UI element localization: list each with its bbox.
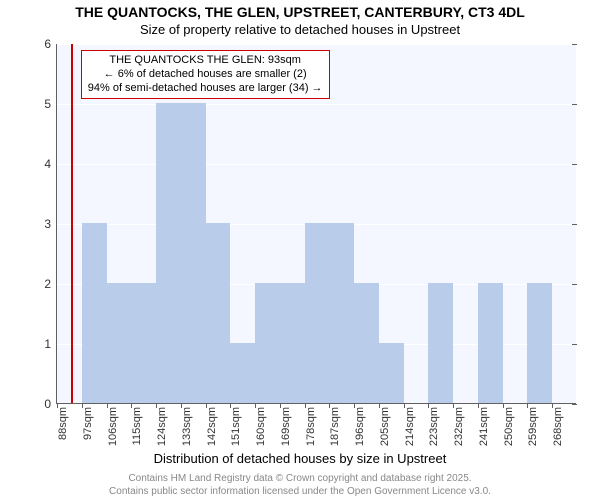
xtick-mark [280,403,281,408]
xtick-mark [206,403,207,408]
plot-area: 012345688sqm97sqm106sqm115sqm124sqm133sq… [56,44,576,404]
bar [206,223,231,403]
callout-line: ← 6% of detached houses are smaller (2) [88,68,323,82]
gridline [57,104,576,105]
ytick-label: 3 [44,217,51,231]
ytick-mark [572,284,577,285]
chart-footer: Contains HM Land Registry data © Crown c… [0,473,600,498]
xtick-label: 115sqm [131,407,143,445]
bar [82,223,107,403]
xtick-mark [404,403,405,408]
ytick-label: 1 [44,337,51,351]
xtick-mark [181,403,182,408]
bar [131,283,156,403]
xtick-label: 142sqm [206,407,218,446]
bar [379,343,404,403]
ytick-label: 0 [44,397,51,411]
ytick-mark [572,224,577,225]
callout-box: THE QUANTOCKS THE GLEN: 93sqm← 6% of det… [81,50,330,99]
xtick-label: 97sqm [82,407,94,440]
chart-title-sub: Size of property relative to detached ho… [0,22,600,37]
xtick-mark [107,403,108,408]
bar [156,103,181,403]
xtick-label: 268sqm [552,407,564,446]
ytick-mark [572,104,577,105]
bar [230,343,255,403]
xtick-mark [527,403,528,408]
ytick-label: 2 [44,277,51,291]
xtick-mark [453,403,454,408]
bar [329,223,354,403]
xtick-label: 223sqm [428,407,440,446]
x-axis-label: Distribution of detached houses by size … [0,451,600,466]
xtick-mark [379,403,380,408]
xtick-label: 241sqm [478,407,490,446]
xtick-mark [552,403,553,408]
chart-container: THE QUANTOCKS, THE GLEN, UPSTREET, CANTE… [0,0,600,500]
footer-line-1: Contains HM Land Registry data © Crown c… [0,473,600,486]
xtick-label: 106sqm [107,407,119,446]
xtick-mark [82,403,83,408]
ytick-label: 4 [44,157,51,171]
xtick-label: 187sqm [329,407,341,446]
xtick-mark [131,403,132,408]
xtick-mark [156,403,157,408]
callout-line: THE QUANTOCKS THE GLEN: 93sqm [88,54,323,68]
xtick-label: 232sqm [453,407,465,446]
bar [305,223,330,403]
bar [255,283,280,403]
bar [107,283,132,403]
xtick-label: 160sqm [255,407,267,446]
xtick-label: 151sqm [230,407,242,446]
xtick-mark [255,403,256,408]
ytick-label: 6 [44,37,51,51]
ytick-mark [572,404,577,405]
bar [428,283,453,403]
ytick-mark [572,164,577,165]
ytick-mark [572,44,577,45]
xtick-label: 178sqm [305,407,317,446]
xtick-mark [354,403,355,408]
bar [280,283,305,403]
xtick-label: 250sqm [503,407,515,446]
footer-line-2: Contains public sector information licen… [0,486,600,499]
xtick-mark [57,403,58,408]
xtick-label: 88sqm [57,407,69,440]
xtick-label: 259sqm [527,407,539,446]
gridline [57,44,576,45]
xtick-mark [478,403,479,408]
xtick-label: 214sqm [404,407,416,446]
xtick-label: 205sqm [379,407,391,446]
xtick-mark [503,403,504,408]
gridline [57,164,576,165]
xtick-mark [329,403,330,408]
xtick-label: 169sqm [280,407,292,446]
callout-line: 94% of semi-detached houses are larger (… [88,82,323,96]
bar [478,283,503,403]
marker-line [71,44,73,403]
chart-title-main: THE QUANTOCKS, THE GLEN, UPSTREET, CANTE… [0,4,600,20]
ytick-label: 5 [44,97,51,111]
xtick-label: 196sqm [354,407,366,446]
xtick-label: 133sqm [181,407,193,446]
ytick-mark [572,344,577,345]
bar [527,283,552,403]
bar [354,283,379,403]
xtick-mark [428,403,429,408]
xtick-label: 124sqm [156,407,168,446]
bar [181,103,206,403]
xtick-mark [230,403,231,408]
xtick-mark [305,403,306,408]
